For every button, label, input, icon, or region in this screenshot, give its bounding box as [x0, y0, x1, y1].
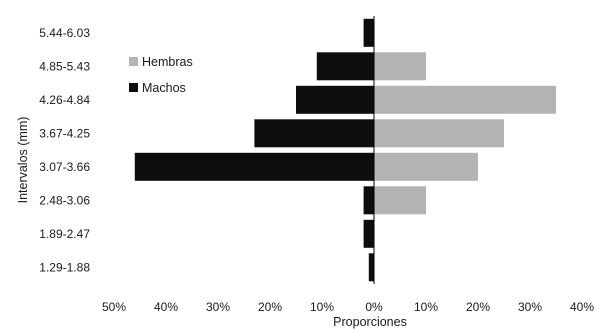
x-tick-label: 10%: [414, 300, 438, 314]
x-tick-label: 20%: [466, 300, 490, 314]
x-tick-label: 10%: [310, 300, 334, 314]
hembras-bars: [374, 52, 556, 215]
x-tick-label: 0%: [365, 300, 383, 314]
bar-hembras-2.48-3.06: [374, 186, 426, 215]
y-tick-labels: 5.44-6.03 4.85-5.43 4.26-4.84 3.67-4.25 3.07…: [39, 26, 90, 274]
legend-swatch-machos: [129, 83, 138, 92]
bar-machos-1.89-2.47: [363, 219, 374, 248]
x-tick-label: 40%: [570, 300, 594, 314]
bar-machos-1.29-1.88: [368, 253, 374, 282]
bar-machos-2.48-3.06: [363, 186, 374, 215]
y-tick-label: 4.26-4.84: [39, 93, 90, 107]
y-tick-label: 3.07-3.66: [39, 160, 90, 174]
x-tick-labels: 50% 40% 30% 20% 10% 0% 10% 20% 30% 40%: [102, 300, 594, 314]
y-tick-label: 1.29-1.88: [39, 260, 90, 274]
x-tick-label: 40%: [154, 300, 178, 314]
bar-hembras-3.67-4.25: [374, 119, 504, 148]
x-axis-title: Proporciones: [333, 315, 407, 329]
y-tick-label: 2.48-3.06: [39, 193, 90, 207]
x-tick-label: 20%: [258, 300, 282, 314]
legend: Hembras Machos: [129, 55, 193, 95]
x-tick-label: 30%: [518, 300, 542, 314]
y-tick-label: 1.89-2.47: [39, 227, 90, 241]
bar-hembras-4.26-4.84: [374, 85, 556, 114]
bar-machos-3.07-3.66: [134, 152, 374, 181]
bar-machos-4.26-4.84: [296, 85, 374, 114]
y-tick-label: 4.85-5.43: [39, 59, 90, 73]
x-tick-label: 30%: [206, 300, 230, 314]
y-axis-title: Intervalos (mm): [16, 117, 30, 204]
bar-machos-5.44-6.03: [363, 18, 374, 47]
bar-hembras-3.07-3.66: [374, 152, 478, 181]
y-tick-label: 5.44-6.03: [39, 26, 90, 40]
bar-hembras-4.85-5.43: [374, 52, 426, 81]
y-tick-label: 3.67-4.25: [39, 126, 90, 140]
x-tick-label: 50%: [102, 300, 126, 314]
legend-label-hembras: Hembras: [142, 55, 193, 69]
bar-machos-3.67-4.25: [254, 119, 374, 148]
bar-machos-4.85-5.43: [316, 52, 374, 81]
legend-label-machos: Machos: [142, 81, 186, 95]
legend-swatch-hembras: [129, 57, 138, 66]
machos-bars: [134, 18, 374, 282]
